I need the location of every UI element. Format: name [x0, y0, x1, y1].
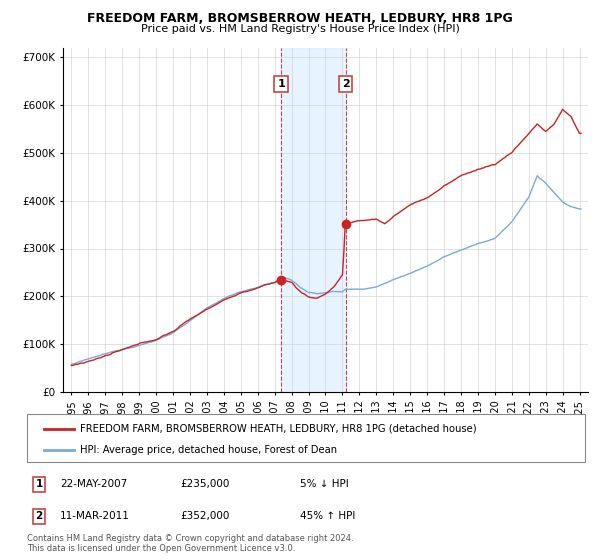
- Text: 5% ↓ HPI: 5% ↓ HPI: [300, 479, 349, 489]
- Text: £235,000: £235,000: [180, 479, 229, 489]
- Text: Contains HM Land Registry data © Crown copyright and database right 2024.
This d: Contains HM Land Registry data © Crown c…: [27, 534, 353, 553]
- Text: 45% ↑ HPI: 45% ↑ HPI: [300, 511, 355, 521]
- Text: FREEDOM FARM, BROMSBERROW HEATH, LEDBURY, HR8 1PG: FREEDOM FARM, BROMSBERROW HEATH, LEDBURY…: [87, 12, 513, 25]
- Bar: [281, 48, 346, 392]
- Text: £352,000: £352,000: [180, 511, 229, 521]
- Text: Price paid vs. HM Land Registry's House Price Index (HPI): Price paid vs. HM Land Registry's House …: [140, 24, 460, 34]
- Text: 2: 2: [35, 511, 43, 521]
- FancyBboxPatch shape: [27, 414, 585, 462]
- Text: HPI: Average price, detached house, Forest of Dean: HPI: Average price, detached house, Fore…: [80, 445, 337, 455]
- Text: 2: 2: [342, 79, 350, 89]
- Text: 11-MAR-2011: 11-MAR-2011: [60, 511, 130, 521]
- Text: 22-MAY-2007: 22-MAY-2007: [60, 479, 127, 489]
- Text: 1: 1: [277, 79, 285, 89]
- Text: 1: 1: [35, 479, 43, 489]
- Text: FREEDOM FARM, BROMSBERROW HEATH, LEDBURY, HR8 1PG (detached house): FREEDOM FARM, BROMSBERROW HEATH, LEDBURY…: [80, 424, 476, 433]
